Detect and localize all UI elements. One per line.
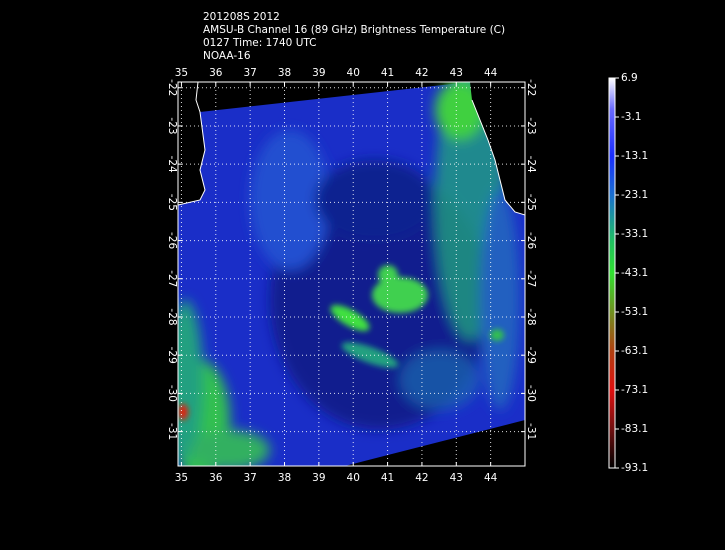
- title-line: NOAA-16: [203, 50, 251, 62]
- lon-tick-label: 35: [175, 67, 188, 79]
- lat-tick-label: -25: [166, 194, 178, 211]
- lat-tick-label: -26: [166, 232, 178, 249]
- lon-tick-label: 41: [381, 472, 394, 484]
- lat-tick-label: -30: [166, 385, 178, 402]
- lat-tick-label: -28: [525, 308, 537, 325]
- lat-tick-label: -24: [166, 156, 178, 173]
- lat-tick-label: -29: [166, 347, 178, 364]
- lon-tick-label: 43: [450, 67, 463, 79]
- title-line: 0127 Time: 1740 UTC: [203, 37, 317, 49]
- lon-tick-label: 35: [175, 472, 188, 484]
- lat-tick-label: -29: [525, 347, 537, 364]
- lat-tick-label: -23: [525, 117, 537, 134]
- lat-tick-label: -26: [525, 232, 537, 249]
- lon-tick-label: 38: [278, 67, 291, 79]
- colorbar-label: -33.1: [621, 228, 648, 240]
- colorbar-label: -83.1: [621, 423, 648, 435]
- colorbar-label: -13.1: [621, 150, 648, 162]
- lat-tick-label: -22: [166, 79, 178, 96]
- colorbar-label: 6.9: [621, 72, 638, 84]
- lon-tick-label: 44: [484, 67, 498, 79]
- satellite-imagery: [178, 82, 525, 466]
- lon-tick-label: 41: [381, 67, 394, 79]
- lat-tick-label: -23: [166, 117, 178, 134]
- lat-tick-label: -27: [166, 270, 178, 287]
- lon-tick-label: 37: [243, 472, 256, 484]
- colorbar: [608, 77, 616, 469]
- lon-tick-label: 37: [243, 67, 256, 79]
- lon-tick-label: 40: [347, 472, 360, 484]
- lat-tick-label: -27: [525, 270, 537, 287]
- lat-tick-label: -25: [525, 194, 537, 211]
- title-line: AMSU-B Channel 16 (89 GHz) Brightness Te…: [203, 24, 505, 36]
- colorbar-label: -73.1: [621, 384, 648, 396]
- lon-tick-label: 42: [415, 67, 428, 79]
- colorbar-label: -53.1: [621, 306, 648, 318]
- lon-tick-label: 38: [278, 472, 291, 484]
- lat-tick-label: -31: [166, 423, 178, 440]
- lon-tick-label: 44: [484, 472, 498, 484]
- lat-tick-label: -30: [525, 385, 537, 402]
- lon-tick-label: 40: [347, 67, 360, 79]
- lat-tick-label: -22: [525, 79, 537, 96]
- lon-tick-label: 39: [312, 472, 325, 484]
- map-frame: [177, 81, 526, 467]
- lat-tick-label: -24: [525, 156, 537, 173]
- colorbar-label: -23.1: [621, 189, 648, 201]
- title-line: 201208S 2012: [203, 11, 280, 23]
- lon-tick-label: 36: [209, 472, 223, 484]
- lon-tick-label: 39: [312, 67, 325, 79]
- lat-tick-label: -31: [525, 423, 537, 440]
- lon-tick-label: 36: [209, 67, 223, 79]
- colorbar-label: -93.1: [621, 462, 648, 474]
- lon-tick-label: 42: [415, 472, 428, 484]
- lon-tick-label: 43: [450, 472, 463, 484]
- colorbar-label: -63.1: [621, 345, 648, 357]
- lat-tick-label: -28: [166, 308, 178, 325]
- colorbar-label: -43.1: [621, 267, 648, 279]
- colorbar-label: -3.1: [621, 111, 642, 123]
